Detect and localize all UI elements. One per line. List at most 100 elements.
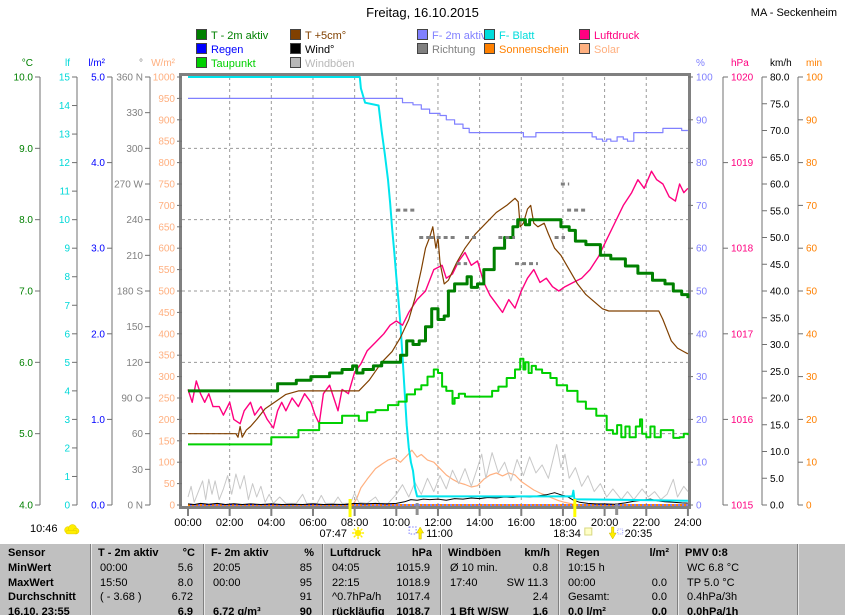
svg-text:7.0: 7.0 <box>19 287 33 298</box>
legend-item-luftdruck[interactable]: Luftdruck <box>579 29 639 42</box>
svg-text:210: 210 <box>126 251 143 262</box>
legend-item-wind-[interactable]: Wind° <box>290 43 334 56</box>
svg-text:70: 70 <box>806 201 818 212</box>
svg-text:600: 600 <box>158 244 175 255</box>
svg-text:50: 50 <box>806 287 818 298</box>
table-cell-value: 2.4 <box>532 591 548 603</box>
table-cell-value: 0.0 <box>651 576 667 589</box>
legend-checkbox[interactable] <box>196 29 207 40</box>
table-cell: 0.0hPa/1h <box>687 605 739 615</box>
x-tick-label: 06:00 <box>299 517 327 529</box>
svg-text:0: 0 <box>64 501 70 512</box>
svg-text:65.0: 65.0 <box>770 153 790 164</box>
y-axis-hpa: 1015 1016 1017 1018 1019 1020 hPa <box>722 58 754 512</box>
svg-text:8.0: 8.0 <box>19 215 33 226</box>
svg-text:3.0: 3.0 <box>91 244 105 255</box>
legend-checkbox[interactable] <box>196 43 207 54</box>
svg-text:60: 60 <box>696 244 708 255</box>
svg-text:8: 8 <box>64 272 70 283</box>
svg-text:150: 150 <box>158 436 175 447</box>
y-axis-pct: 0 10 20 30 40 50 60 70 80 90 100% <box>688 58 713 512</box>
table-cell-value: 6.9 <box>177 605 193 615</box>
legend-label: Richtung <box>432 44 476 56</box>
table-row-label: MinWert <box>8 562 52 574</box>
legend-item-windb-en[interactable]: Windböen <box>290 57 355 70</box>
legend-checkbox[interactable] <box>417 29 428 40</box>
svg-text:20: 20 <box>806 415 818 426</box>
legend-checkbox[interactable] <box>290 29 301 40</box>
legend-item-taupunkt[interactable]: Taupunkt <box>196 57 256 70</box>
svg-text:10: 10 <box>59 215 71 226</box>
up-arrow-icon <box>416 526 425 540</box>
axis-label-dir: ° <box>139 58 143 69</box>
svg-text:2: 2 <box>64 443 70 454</box>
table-row-label: 16.10. 23:55 <box>8 605 70 615</box>
legend-checkbox[interactable] <box>417 43 428 54</box>
svg-text:0: 0 <box>806 501 812 512</box>
svg-text:12: 12 <box>59 158 71 169</box>
legend-item-f-blatt[interactable]: F- Blatt <box>484 29 534 42</box>
svg-text:750: 750 <box>158 180 175 191</box>
legend-item-t-5cm-[interactable]: T +5cm° <box>290 29 346 42</box>
table-cell: WC 6.8 °C <box>687 562 740 574</box>
svg-text:1015: 1015 <box>731 501 754 512</box>
svg-text:15.0: 15.0 <box>770 420 790 431</box>
legend-item-t-2m-aktiv[interactable]: T - 2m aktiv <box>196 29 268 42</box>
legend-label: F- 2m aktiv <box>432 30 487 42</box>
svg-text:70: 70 <box>696 201 708 212</box>
legend-checkbox[interactable] <box>290 57 301 68</box>
astro-markers: 07:47 11:00 18:34 20:35 <box>320 499 652 540</box>
svg-text:0.0: 0.0 <box>770 501 784 512</box>
svg-text:100: 100 <box>806 73 823 84</box>
table-header: Regen <box>566 547 600 559</box>
legend-checkbox[interactable] <box>484 29 495 40</box>
svg-text:270 W: 270 W <box>114 180 143 191</box>
legend-item-richtung[interactable]: Richtung <box>417 43 476 56</box>
table-cell: TP 5.0 °C <box>687 576 735 589</box>
svg-text:0: 0 <box>169 501 175 512</box>
svg-text:100: 100 <box>158 458 175 469</box>
sunrise-label: 07:47 <box>320 528 348 540</box>
svg-text:90: 90 <box>696 115 708 126</box>
legend-item-solar[interactable]: Solar <box>579 43 620 56</box>
svg-text:1016: 1016 <box>731 415 754 426</box>
x-tick-label: 04:00 <box>258 517 286 529</box>
y-axis-solar: 0 50 100 150 200 250 300 350 400 450 500 550 600 650 7… <box>151 58 182 512</box>
table-cell-value: 8.0 <box>177 576 193 589</box>
legend-item-f-2m-aktiv[interactable]: F- 2m aktiv <box>417 29 487 42</box>
legend-checkbox[interactable] <box>290 43 301 54</box>
table-divider <box>677 544 678 615</box>
svg-text:90: 90 <box>806 115 818 126</box>
legend-checkbox[interactable] <box>484 43 495 54</box>
legend-checkbox[interactable] <box>196 57 207 68</box>
x-tick-label: 14:00 <box>466 517 494 529</box>
svg-text:5.0: 5.0 <box>770 474 784 485</box>
table-cell: 04:05 <box>332 562 360 574</box>
legend-checkbox[interactable] <box>579 29 590 40</box>
table-cell-value: 85 <box>299 562 312 574</box>
legend-item-sonnenschein[interactable]: Sonnenschein <box>484 43 569 56</box>
svg-text:3: 3 <box>64 415 70 426</box>
table-header: Windböen <box>448 547 502 559</box>
legend-item-regen[interactable]: Regen <box>196 43 243 56</box>
svg-text:350: 350 <box>158 351 175 362</box>
x-tick-label: 00:00 <box>174 517 202 529</box>
svg-text:2.0: 2.0 <box>91 329 105 340</box>
table-cell-value: 1017.4 <box>396 591 430 603</box>
x-tick-label: 12:00 <box>424 517 452 529</box>
svg-text:100: 100 <box>696 73 713 84</box>
legend-label: Windböen <box>305 58 355 70</box>
legend-checkbox[interactable] <box>579 43 590 54</box>
axis-label-hpa: hPa <box>731 58 749 69</box>
axis-label-temp: °C <box>22 58 33 69</box>
svg-text:9: 9 <box>64 244 70 255</box>
svg-text:60.0: 60.0 <box>770 180 790 191</box>
svg-text:5.0: 5.0 <box>19 429 33 440</box>
axis-label-pct: % <box>696 58 705 69</box>
svg-text:4: 4 <box>64 386 70 397</box>
table-cell-value: 90 <box>299 605 312 615</box>
svg-text:1019: 1019 <box>731 158 754 169</box>
table-row-label: Durchschnitt <box>8 591 76 603</box>
series-richtung <box>396 182 586 266</box>
table-cell-value: 0.0 <box>651 605 667 615</box>
